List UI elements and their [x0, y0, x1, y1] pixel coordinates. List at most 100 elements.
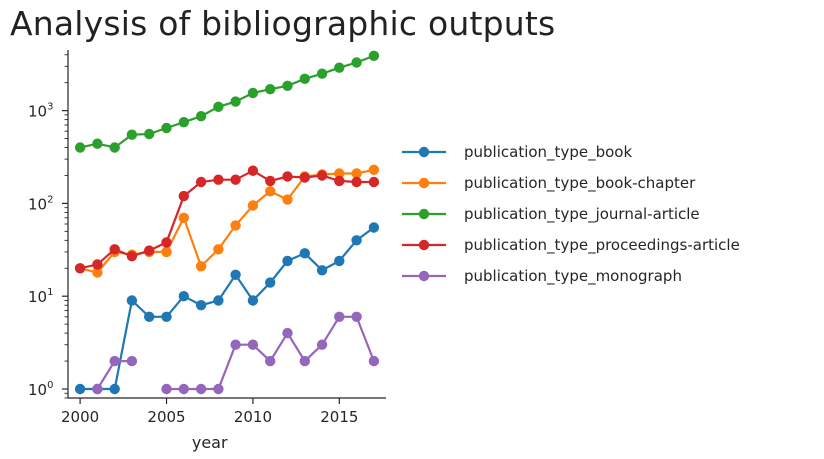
series-publication_type_proceedings-article [74, 165, 380, 274]
data-point [126, 251, 138, 262]
data-point [247, 200, 259, 211]
data-point [178, 383, 189, 395]
data-point [126, 355, 138, 367]
y-tick-label: 102 [28, 194, 53, 213]
data-point [161, 383, 172, 395]
series-publication_type_book-chapter [74, 164, 380, 278]
data-point [195, 111, 207, 122]
data-point [195, 261, 207, 272]
data-point [92, 383, 103, 395]
data-point [334, 62, 345, 73]
data-point [109, 142, 120, 153]
data-point [161, 246, 172, 258]
data-point [213, 383, 224, 395]
data-point [195, 383, 207, 395]
data-point [334, 255, 345, 267]
data-point [247, 339, 259, 350]
data-point [265, 175, 276, 187]
data-point [195, 300, 207, 311]
data-point [109, 383, 120, 395]
data-point [316, 339, 328, 350]
data-point [161, 122, 172, 134]
data-point [299, 172, 310, 183]
data-point [368, 222, 380, 233]
data-point [282, 255, 293, 267]
legend-marker [418, 208, 430, 220]
data-point [368, 50, 380, 61]
data-point [213, 101, 224, 113]
data-point [368, 176, 380, 188]
y-tick-label: 101 [28, 287, 53, 306]
chart-legend: publication_type_book publication_type_bo… [402, 143, 740, 286]
data-point [316, 265, 328, 276]
y-tick-label: 103 [28, 102, 53, 121]
data-point [230, 96, 241, 107]
data-point [247, 165, 259, 176]
data-point [213, 295, 224, 306]
data-point [334, 311, 345, 322]
data-point [265, 84, 276, 95]
legend-marker [418, 177, 430, 189]
data-point [74, 142, 86, 153]
data-point [334, 168, 345, 179]
data-point [213, 244, 224, 255]
data-point [351, 311, 362, 322]
x-tick-label: 2000 [61, 408, 99, 426]
x-axis-label: year [192, 433, 228, 452]
data-point [282, 194, 293, 205]
data-point [247, 295, 259, 306]
data-point [351, 176, 362, 188]
legend-label: publication_type_monograph [464, 267, 682, 286]
data-point [230, 339, 241, 350]
data-point [265, 186, 276, 197]
data-point [74, 383, 86, 395]
series-line [79, 169, 374, 270]
data-point [282, 171, 293, 182]
series-publication_type_journal-article [74, 50, 380, 153]
data-point [299, 248, 310, 259]
data-point [178, 291, 189, 302]
series-publication_type_monograph [92, 311, 380, 395]
data-point [92, 138, 103, 149]
data-point [299, 73, 310, 85]
data-point [92, 267, 103, 278]
series-line [79, 168, 375, 274]
legend-item: publication_type_monograph [402, 267, 682, 286]
data-point [316, 68, 328, 79]
legend-item: publication_type_proceedings-article [402, 236, 740, 255]
data-point [282, 327, 293, 339]
legend-marker [418, 270, 430, 282]
data-point [299, 355, 310, 367]
data-point [230, 269, 241, 280]
legend-label: publication_type_book-chapter [464, 174, 696, 193]
data-point [316, 170, 328, 181]
legend-marker [418, 146, 430, 158]
x-tick-label: 2015 [320, 408, 358, 426]
data-point [178, 117, 189, 128]
data-point [368, 355, 380, 367]
x-tick-label: 2010 [234, 408, 272, 426]
data-point [195, 176, 207, 188]
data-point [144, 245, 155, 256]
legend-label: publication_type_book [464, 143, 632, 162]
chart-title: Analysis of bibliographic outputs [10, 4, 556, 43]
data-point [144, 128, 155, 140]
chart-series [74, 50, 380, 395]
x-tick-label: 2005 [147, 408, 185, 426]
data-point [144, 311, 155, 322]
series-line [166, 315, 375, 391]
data-point [265, 277, 276, 288]
data-point [109, 244, 120, 255]
legend-label: publication_type_proceedings-article [464, 236, 740, 255]
data-point [92, 259, 103, 270]
legend-item: publication_type_book-chapter [402, 174, 696, 193]
data-point [230, 174, 241, 185]
data-point [161, 311, 172, 322]
legend-label: publication_type_journal-article [464, 205, 700, 224]
data-point [265, 355, 276, 367]
legend-item: publication_type_book [402, 143, 632, 162]
data-point [126, 129, 138, 140]
data-point [351, 235, 362, 246]
data-point [230, 220, 241, 231]
data-point [247, 87, 259, 99]
